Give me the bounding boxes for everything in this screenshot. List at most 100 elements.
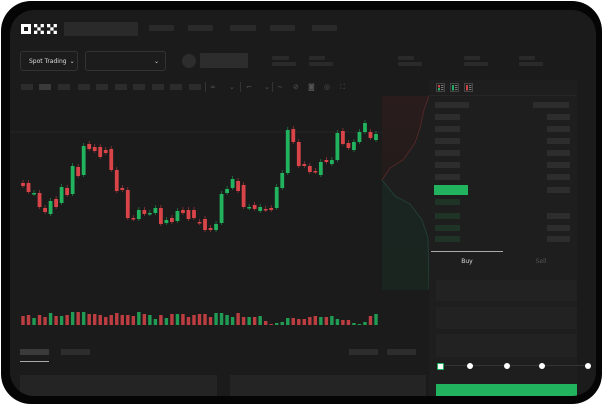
tab-sell[interactable]: Sell (535, 258, 547, 265)
volume-bar (59, 316, 64, 325)
total-input[interactable] (436, 334, 577, 357)
pair-selector-dropdown[interactable]: ⌄ (85, 51, 166, 71)
nav-item[interactable] (149, 25, 174, 31)
timeframe-button[interactable] (152, 84, 164, 90)
candle (341, 131, 345, 144)
ask-row[interactable] (435, 174, 460, 180)
volume-bar (170, 314, 174, 325)
bid-row[interactable] (435, 236, 460, 242)
draw-icon[interactable]: ⊘ (293, 83, 299, 91)
timeframe-button[interactable] (78, 84, 90, 90)
ask-row[interactable] (435, 162, 460, 168)
stat-label (272, 56, 289, 60)
ask-row[interactable] (435, 150, 460, 156)
candle (219, 194, 224, 223)
bid-row[interactable] (435, 225, 460, 231)
volume-bar (109, 315, 113, 325)
volume-bar (335, 319, 340, 325)
volume-bar (208, 317, 213, 325)
ask-row[interactable] (435, 126, 460, 132)
slider-track[interactable] (440, 365, 588, 366)
slider-step-50[interactable] (504, 363, 510, 369)
candle (357, 132, 362, 142)
timeframe-button[interactable] (115, 84, 127, 90)
filter-button[interactable] (387, 349, 416, 355)
chevron-down-icon[interactable]: ⌄ (229, 83, 235, 91)
volume-bar (236, 313, 240, 325)
candle (21, 183, 25, 186)
spot-trading-dropdown[interactable]: Spot Trading ⌄ (20, 51, 78, 71)
indicator-icon[interactable]: ⌐ (246, 83, 252, 91)
tab-buy[interactable]: Buy (461, 258, 473, 265)
timeframe-button[interactable] (133, 84, 145, 90)
volume-bar (230, 317, 235, 325)
candle (170, 218, 174, 222)
timeframe-button[interactable] (58, 84, 70, 90)
candle-type-icon[interactable]: ∞ (210, 83, 216, 91)
settings-icon[interactable]: ◎ (324, 83, 331, 91)
candle (208, 228, 213, 230)
bid-row[interactable] (435, 213, 460, 219)
volume-bar (219, 313, 224, 325)
volume-bar (269, 324, 273, 325)
search-bar[interactable] (64, 22, 138, 36)
orderbook-view-toggle[interactable] (436, 83, 476, 93)
tab-order-history[interactable] (61, 349, 90, 355)
timeframe-button[interactable] (170, 84, 182, 90)
nav-item[interactable] (270, 25, 295, 31)
chevron-down-icon[interactable]: ⌄ (264, 83, 270, 91)
candlestick-chart[interactable] (10, 10, 596, 396)
candle (142, 210, 147, 214)
candle (181, 210, 185, 213)
candle (368, 132, 373, 138)
candle (318, 162, 323, 175)
slider-step-25[interactable] (467, 363, 473, 369)
volume-bar (324, 317, 329, 325)
price-display (200, 53, 248, 68)
candle (70, 166, 75, 194)
ask-row[interactable] (435, 138, 460, 144)
candle (98, 147, 103, 157)
slider-step-75[interactable] (539, 363, 545, 369)
orderbook-bids-icon (450, 83, 459, 92)
stat-label (309, 56, 325, 60)
nav-item[interactable] (312, 25, 337, 31)
volume-bar (115, 313, 119, 325)
tab-open-orders[interactable] (20, 349, 49, 355)
filter-button[interactable] (349, 349, 378, 355)
timeframe-button[interactable] (189, 84, 201, 90)
fullscreen-icon[interactable]: ⛶ (340, 83, 345, 91)
candle (313, 171, 318, 173)
orderbook-asks-icon (464, 83, 473, 92)
volume-bar (241, 317, 246, 325)
camera-icon[interactable]: ◙ (308, 83, 315, 91)
volume-bar (54, 316, 58, 325)
candle (37, 193, 42, 207)
volume-bar (120, 315, 124, 325)
bid-row-amount (547, 225, 570, 231)
nav-item[interactable] (230, 25, 256, 31)
bid-row[interactable] (435, 199, 460, 205)
volume-bar (126, 315, 130, 325)
ask-row[interactable] (435, 114, 460, 120)
timeframe-button[interactable] (96, 84, 108, 90)
okx-logo[interactable] (21, 23, 59, 35)
slider-handle[interactable] (437, 363, 444, 370)
candle (131, 218, 136, 220)
app-screen: Spot Trading ⌄ ⌄ ∞ ⌄ ⌐ ⌄ ∼ ⊘ ◙ ◎ ⛶ (10, 10, 596, 396)
amount-input[interactable] (436, 307, 577, 329)
depth-chart (381, 95, 430, 291)
volume-bar (186, 317, 191, 325)
timeframe-button[interactable] (21, 84, 33, 90)
candle (147, 213, 152, 215)
slider-step-100[interactable] (585, 363, 591, 369)
timeframe-button-active[interactable] (39, 84, 51, 90)
price-input[interactable] (436, 280, 577, 301)
nav-item[interactable] (188, 25, 213, 31)
line-tool-icon[interactable]: ∼ (277, 83, 283, 91)
candle (136, 210, 141, 219)
volume-bar (297, 319, 301, 325)
buy-button[interactable] (436, 384, 577, 396)
volume-bar (263, 321, 268, 325)
stat-value (398, 62, 422, 66)
